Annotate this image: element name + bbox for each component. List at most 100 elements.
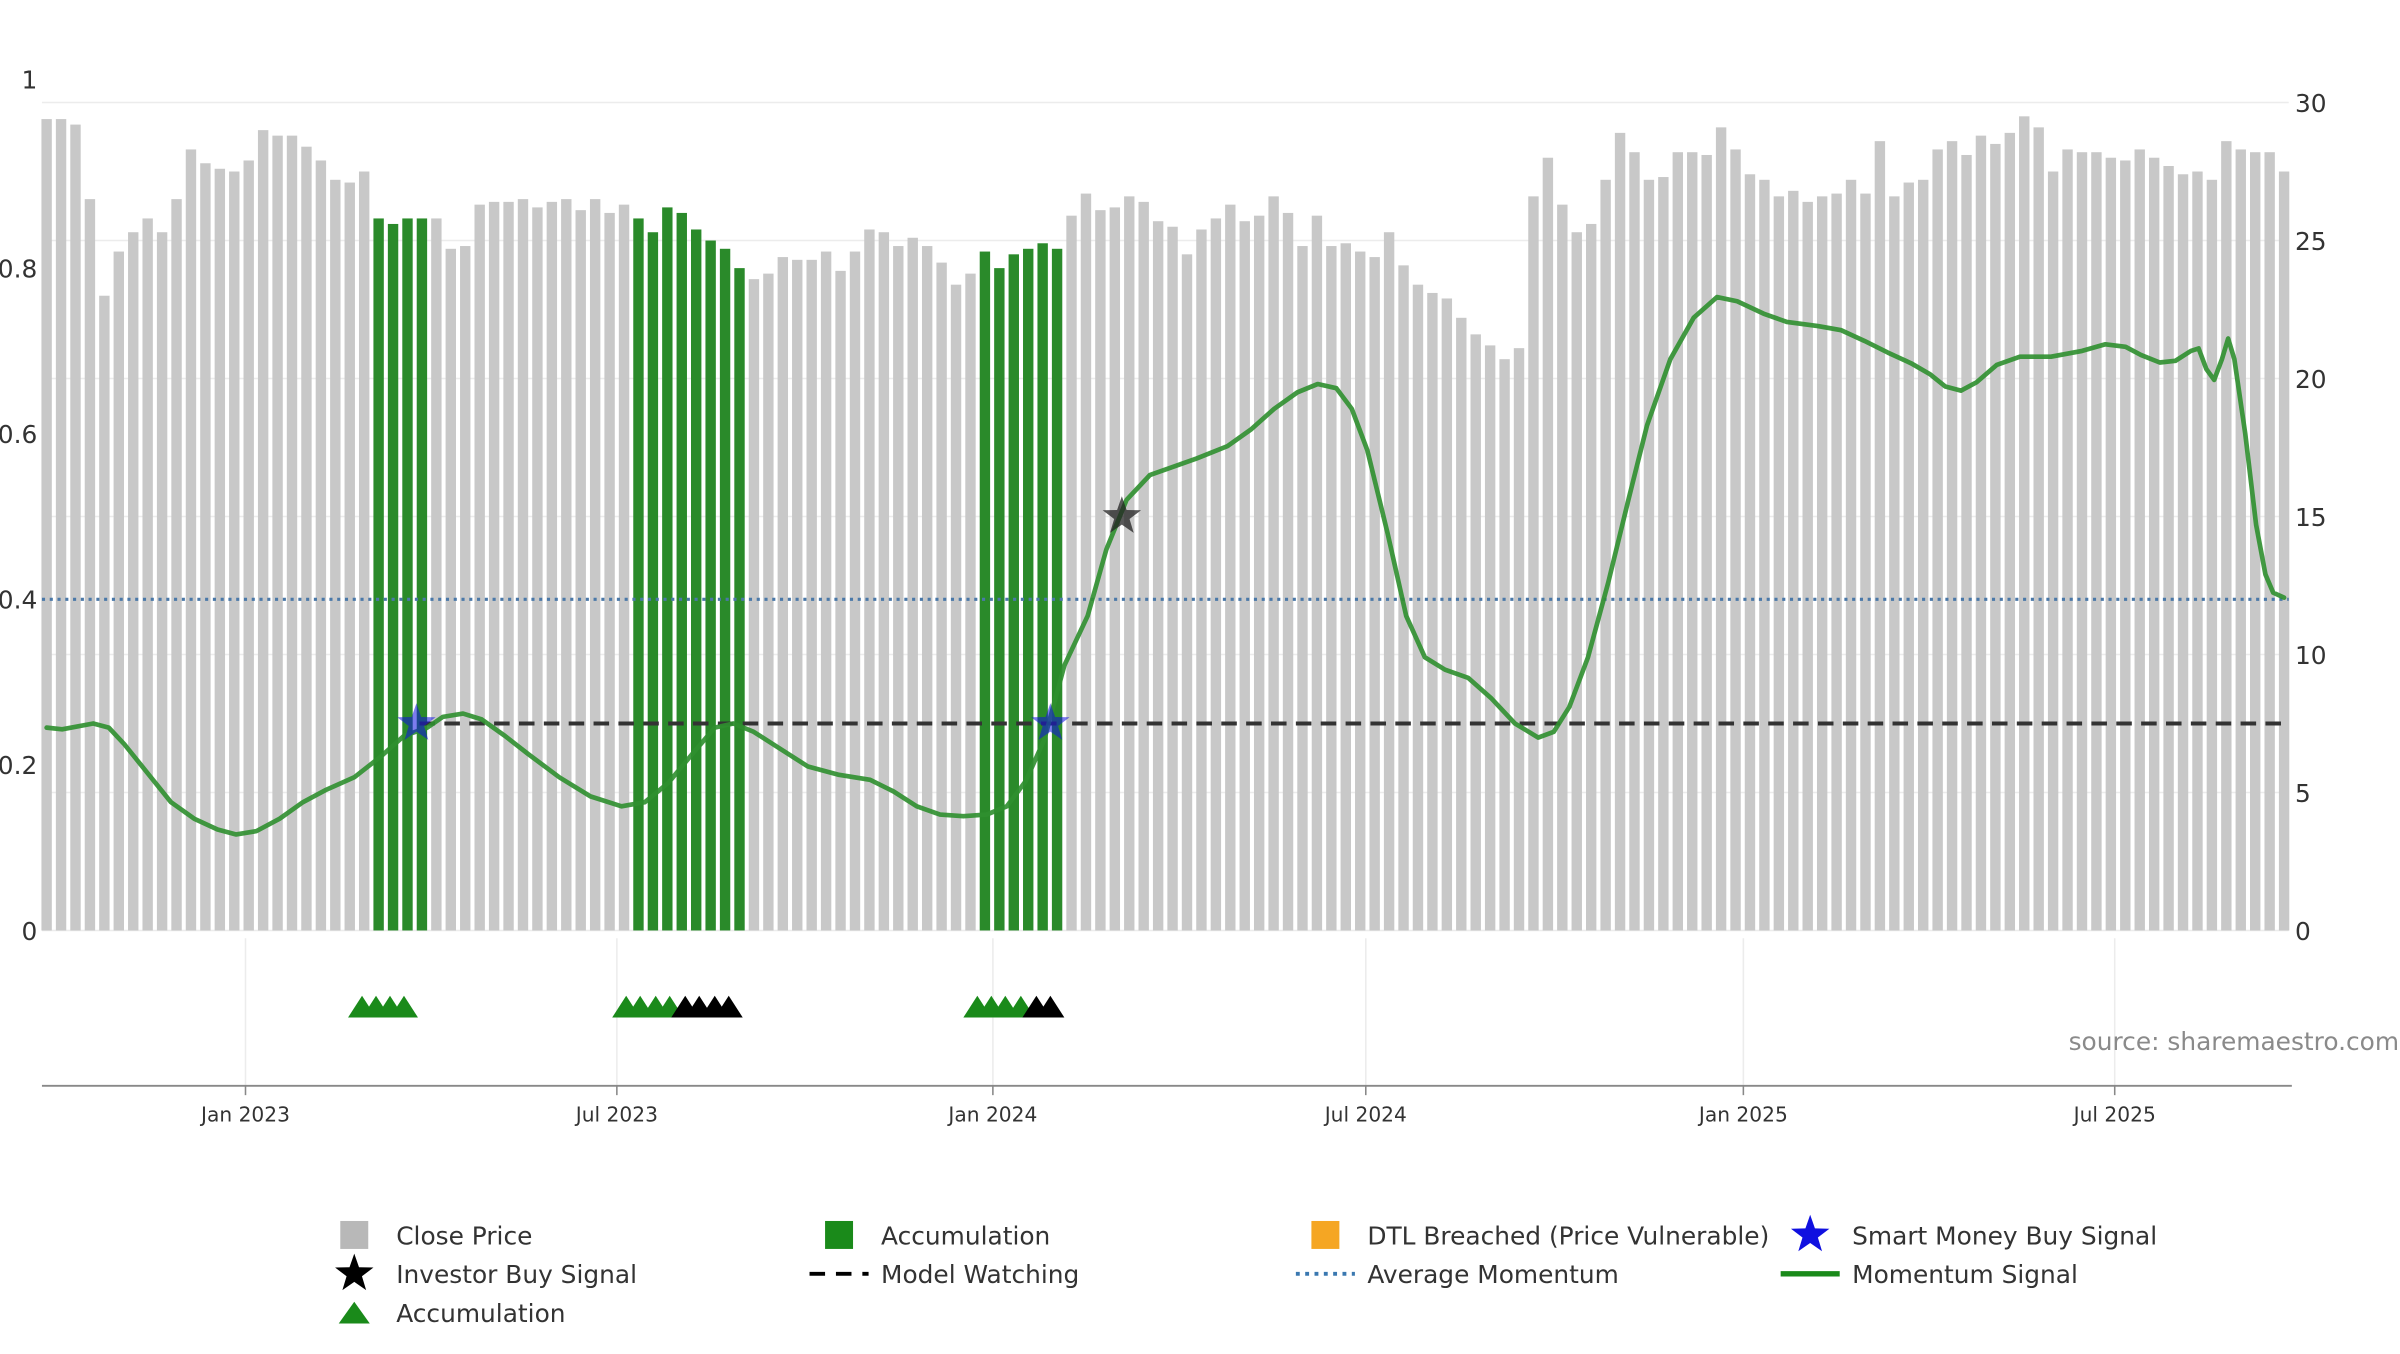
accumulation-bar: [1037, 243, 1048, 931]
close-price-bar: [1629, 152, 1640, 931]
close-price-bar: [1369, 257, 1380, 931]
close-price-bar: [1412, 284, 1424, 931]
close-price-bar: [503, 201, 514, 931]
smart-money-buy-star: [1031, 703, 1070, 740]
close-price-bar: [517, 199, 529, 931]
close-price-bar: [965, 273, 976, 931]
legend-label: Investor Buy Signal: [396, 1260, 637, 1289]
left-tick-label: 0.4: [0, 586, 37, 615]
close-price-bar: [1282, 212, 1294, 931]
close-price-bar: [1802, 201, 1813, 931]
smart-money-buy-star: [397, 703, 436, 740]
left-tick-label: 0.6: [0, 420, 37, 449]
close-price-bar: [243, 160, 254, 931]
left-tick-label: 0.8: [0, 254, 37, 283]
close-price-bar: [1239, 221, 1250, 931]
signal-lines: [41, 294, 2289, 837]
close-price-bar: [2047, 171, 2059, 931]
legend-item-dtl: DTL Breached (Price Vulnerable): [1311, 1220, 1769, 1250]
right-tick-label: 0: [2295, 917, 2311, 946]
accumulation-bar: [1023, 248, 1034, 931]
close-price-bar: [315, 160, 327, 931]
close-price-bar: [820, 251, 832, 931]
close-price-bar: [1715, 127, 1727, 931]
close-price-bar: [2163, 165, 2174, 931]
close-price-bar: [156, 232, 168, 931]
close-price-bar: [1513, 348, 1525, 931]
close-price-bar: [2235, 149, 2246, 931]
close-price-bar: [1571, 232, 1582, 931]
x-tick-label: Jan 2023: [199, 1103, 290, 1127]
close-price-bar: [2134, 149, 2145, 931]
close-price-bar: [2033, 127, 2044, 931]
close-price-bar: [893, 246, 904, 931]
legend-label: Accumulation: [881, 1221, 1050, 1250]
legend-item-accumulation_marker: Accumulation: [338, 1299, 566, 1328]
close-price-bar: [1874, 141, 1886, 931]
close-price-bar: [1528, 196, 1539, 931]
close-price-bar: [1585, 223, 1597, 931]
close-price-bar: [561, 199, 572, 931]
close-price-bar: [1326, 246, 1337, 931]
close-price-bar: [113, 251, 124, 931]
close-price-bar: [532, 207, 543, 931]
close-price-bar: [1210, 218, 1222, 931]
accumulation-bar: [402, 218, 413, 931]
close-price-bar: [445, 248, 456, 931]
close-price-bar: [878, 232, 890, 931]
legend-label: Smart Money Buy Signal: [1852, 1221, 2157, 1250]
close-price-bar: [2177, 174, 2189, 931]
close-price-bar: [1687, 152, 1698, 931]
close-price-bar: [229, 171, 240, 931]
close-price-bar: [344, 182, 355, 931]
close-price-bar: [1658, 177, 1669, 931]
close-price-bar: [431, 218, 442, 931]
legend-label: Average Momentum: [1367, 1260, 1619, 1289]
close-price-bar: [1542, 157, 1554, 931]
close-price-bar: [2250, 152, 2261, 931]
close-price-bars: [41, 116, 2290, 931]
close-price-bar: [2091, 152, 2102, 931]
close-price-bar: [286, 135, 298, 931]
accumulation-bar: [1051, 248, 1063, 931]
close-price-bar: [70, 124, 81, 931]
close-price-bar: [200, 163, 211, 931]
close-price-bar: [618, 204, 630, 931]
close-price-bar: [1441, 298, 1453, 931]
close-price-bar: [2105, 157, 2117, 931]
right-tick-label: 30: [2295, 89, 2327, 118]
legend: Close Price Accumulation DTL Breached (Pri…: [335, 1214, 2157, 1328]
right-tick-label: 25: [2295, 227, 2327, 256]
close-price-bar: [2221, 141, 2232, 931]
close-price-bar: [604, 212, 615, 931]
accumulation-triangle: [390, 995, 418, 1018]
right-tick-label: 15: [2295, 503, 2327, 532]
close-price-bar: [330, 179, 341, 931]
accumulation-bar: [979, 251, 991, 931]
close-price-bar: [1744, 174, 1756, 931]
close-price-bar: [1167, 226, 1178, 931]
accumulation-triangle: [714, 995, 743, 1018]
legend-item-accumulation_bar: Accumulation: [825, 1220, 1050, 1250]
close-price-bar: [1181, 254, 1193, 931]
close-price-bar: [777, 257, 789, 931]
momentum-signal-line: [44, 294, 2287, 837]
close-price-bar: [1484, 345, 1496, 931]
signal-markers: [348, 496, 1142, 1018]
accumulation-bar: [734, 268, 745, 931]
accumulation-bar: [373, 218, 384, 931]
close-price-bar: [301, 146, 312, 931]
close-price-bar: [2019, 116, 2030, 931]
close-price-bar: [1788, 190, 1799, 931]
close-price-bar: [1109, 207, 1121, 931]
close-price-bar: [1816, 196, 1828, 931]
legend-swatch: [825, 1220, 854, 1249]
left-tick-label: 0: [21, 917, 37, 946]
accumulation-bar: [416, 218, 428, 931]
smart-money-star-icon: [1790, 1214, 1830, 1252]
close-price-bar: [55, 119, 67, 931]
close-price-bar: [1297, 246, 1308, 931]
close-price-bar: [1672, 152, 1683, 931]
legend-item-close_price: Close Price: [340, 1220, 532, 1250]
